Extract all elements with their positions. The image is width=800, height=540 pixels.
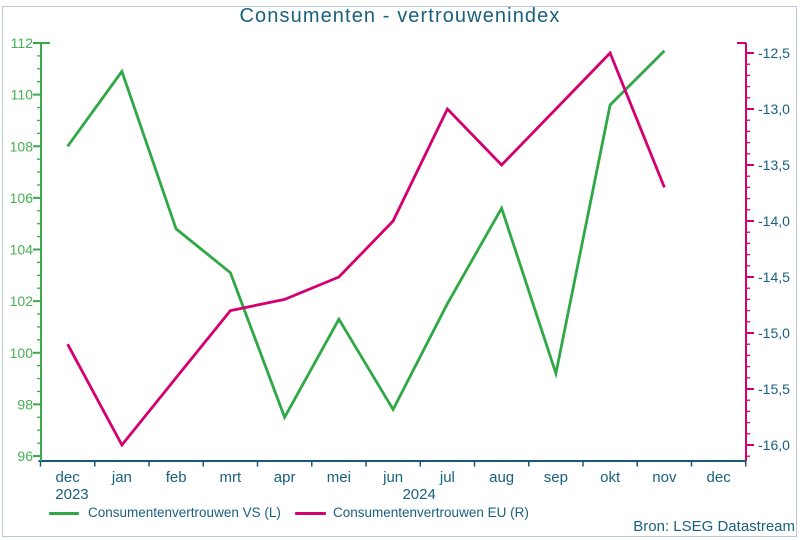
year-label: 2024 [402,486,435,503]
legend-swatch-eu [295,512,326,515]
source-note: Bron: LSEG Datastream [633,518,795,535]
left-axis-tick-label: 96 [17,448,33,464]
left-axis-tick-label: 110 [11,87,34,103]
year-label: 2023 [55,486,88,503]
month-label: mrt [220,469,242,486]
month-label: sep [544,469,568,486]
left-axis-tick-label: 112 [11,35,34,51]
right-axis-tick-label: -15,5 [758,381,790,397]
month-label: dec [56,469,81,486]
left-axis-tick-label: 100 [10,345,34,361]
left-axis-tick-label: 108 [10,138,34,154]
month-label: feb [166,469,187,486]
month-label: jun [382,469,403,486]
right-axis-tick-label: -12,5 [758,45,790,61]
month-label: mei [327,469,351,486]
right-axis-tick-label: -13,0 [758,101,790,117]
left-axis-tick-label: 106 [10,190,34,206]
right-axis-tick-label: -13,5 [758,157,790,173]
month-label: dec [707,469,732,486]
left-axis-tick-label: 102 [10,293,34,309]
month-label: okt [600,469,621,486]
month-label: jul [439,469,455,486]
left-axis-tick-label: 98 [17,396,33,412]
vs-line [66,49,666,421]
legend-label-eu: Consumentenvertrouwen EU (R) [333,505,529,520]
right-axis-tick-label: -14,5 [758,269,790,285]
month-label: aug [489,469,514,486]
right-axis-tick-label: -14,0 [758,213,790,229]
legend-swatch-vs [49,512,79,515]
chart-title: Consumenten - vertrouwenindex [239,5,561,27]
legend-label-vs: Consumentenvertrouwen VS (L) [88,505,281,520]
right-axis-tick-label: -16,0 [758,437,790,453]
month-label: jan [111,469,132,486]
month-label: nov [652,469,677,486]
right-axis-tick-label: -15,0 [758,325,790,341]
month-label: apr [274,469,296,486]
left-axis-tick-label: 104 [10,242,34,258]
eu-line [66,50,666,448]
